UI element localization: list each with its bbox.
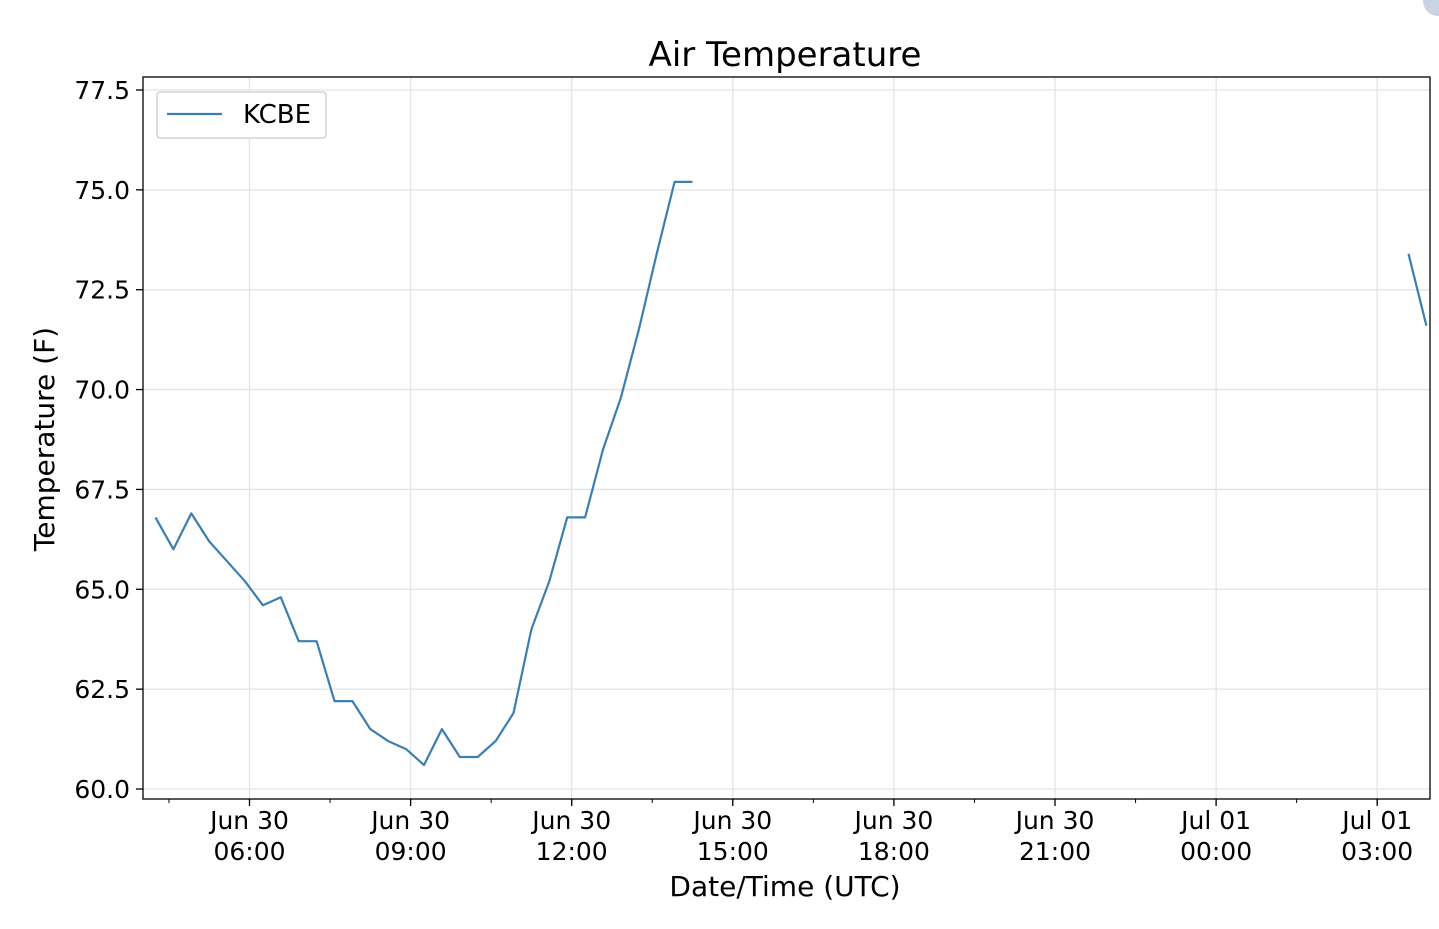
x-tick-label-time: 12:00 [536,837,608,866]
y-tick-label: 62.5 [74,675,130,704]
x-tick-label-date: Jun 30 [852,806,933,835]
y-tick-label: 67.5 [74,475,130,504]
y-tick-label: 60.0 [74,775,130,804]
x-tick-label-time: 03:00 [1341,837,1413,866]
x-tick-label-date: Jul 01 [1179,806,1251,835]
legend: KCBE [156,91,327,139]
x-tick-label-time: 06:00 [213,837,285,866]
series-line-kcbe [154,180,693,767]
chart-title: Air Temperature [649,35,922,75]
y-tick-label: 65.0 [74,575,130,604]
x-tick-label-time: 21:00 [1019,837,1091,866]
x-tick-label-date: Jun 30 [208,806,289,835]
plot-frame [142,76,1431,800]
grid-layer [143,77,1430,799]
y-tick-label: 72.5 [74,276,130,305]
y-axis-title: Temperature (F) [28,327,61,552]
legend-box [156,91,327,139]
y-tick-label: 70.0 [74,376,130,405]
x-tick-label-time: 18:00 [858,837,930,866]
x-tick-label-date: Jun 30 [530,806,611,835]
x-tick-label-date: Jun 30 [1014,806,1095,835]
corner-decoration [1423,0,1439,16]
legend-label-kcbe: KCBE [243,100,311,130]
y-tick-label: 77.5 [74,76,130,105]
x-tick-label-time: 09:00 [375,837,447,866]
x-axis-title: Date/Time (UTC) [669,870,900,903]
y-tick-label: 75.0 [74,176,130,205]
x-tick-label-date: Jun 30 [691,806,772,835]
x-tick-label-time: 15:00 [697,837,769,866]
series-layer [154,180,1428,767]
series-line-kcbe [1407,253,1428,326]
x-tick-label-date: Jul 01 [1340,806,1412,835]
x-tick-label-time: 00:00 [1180,837,1252,866]
x-tick-label-date: Jun 30 [369,806,450,835]
